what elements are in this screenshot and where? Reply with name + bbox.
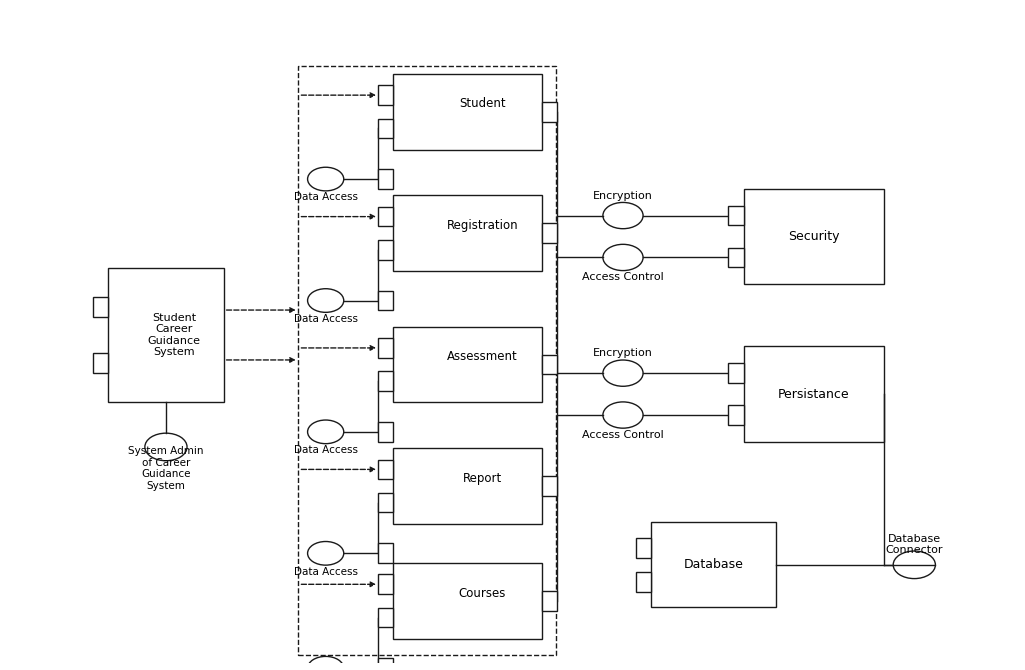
FancyBboxPatch shape	[93, 353, 109, 373]
Text: Encryption: Encryption	[593, 348, 653, 358]
Text: Persistance: Persistance	[778, 387, 850, 401]
FancyBboxPatch shape	[541, 223, 557, 243]
FancyBboxPatch shape	[541, 591, 557, 611]
FancyBboxPatch shape	[541, 102, 557, 122]
Text: Database: Database	[684, 558, 743, 572]
Text: Security: Security	[788, 230, 839, 243]
FancyBboxPatch shape	[743, 189, 885, 284]
FancyBboxPatch shape	[378, 574, 393, 594]
Text: Data Access: Data Access	[294, 567, 358, 577]
Text: System Admin
of Career
Guidance
System: System Admin of Career Guidance System	[128, 446, 204, 491]
Text: Assessment: Assessment	[447, 350, 518, 363]
Text: Student: Student	[459, 97, 505, 111]
FancyBboxPatch shape	[378, 85, 393, 105]
FancyBboxPatch shape	[651, 522, 776, 608]
Text: Courses: Courses	[458, 586, 506, 600]
FancyBboxPatch shape	[636, 572, 651, 592]
FancyBboxPatch shape	[378, 460, 393, 479]
Text: Data Access: Data Access	[294, 192, 358, 202]
FancyBboxPatch shape	[393, 196, 541, 271]
FancyBboxPatch shape	[378, 207, 393, 226]
FancyBboxPatch shape	[636, 538, 651, 557]
Text: Registration: Registration	[447, 219, 519, 232]
FancyBboxPatch shape	[378, 119, 393, 138]
Text: Access Control: Access Control	[582, 272, 664, 282]
FancyBboxPatch shape	[378, 371, 393, 391]
FancyBboxPatch shape	[378, 659, 393, 670]
FancyBboxPatch shape	[378, 291, 393, 310]
FancyBboxPatch shape	[378, 422, 393, 442]
FancyBboxPatch shape	[393, 74, 541, 149]
FancyBboxPatch shape	[378, 543, 393, 563]
FancyBboxPatch shape	[541, 476, 557, 496]
FancyBboxPatch shape	[109, 268, 223, 402]
FancyBboxPatch shape	[743, 346, 885, 442]
FancyBboxPatch shape	[378, 240, 393, 260]
Text: Report: Report	[462, 472, 502, 484]
FancyBboxPatch shape	[378, 608, 393, 627]
Text: Data Access: Data Access	[294, 446, 358, 455]
FancyBboxPatch shape	[378, 170, 393, 189]
FancyBboxPatch shape	[729, 206, 743, 225]
FancyBboxPatch shape	[541, 354, 557, 375]
Text: Access Control: Access Control	[582, 429, 664, 440]
FancyBboxPatch shape	[378, 492, 393, 513]
FancyBboxPatch shape	[378, 338, 393, 358]
Text: Student
Career
Guidance
System: Student Career Guidance System	[148, 313, 201, 357]
FancyBboxPatch shape	[393, 448, 541, 524]
FancyBboxPatch shape	[729, 248, 743, 267]
FancyBboxPatch shape	[393, 563, 541, 639]
Text: Encryption: Encryption	[593, 191, 653, 201]
FancyBboxPatch shape	[729, 363, 743, 383]
Text: Data Access: Data Access	[294, 314, 358, 324]
FancyBboxPatch shape	[93, 297, 109, 317]
FancyBboxPatch shape	[729, 405, 743, 425]
Text: Database
Connector: Database Connector	[886, 534, 943, 555]
FancyBboxPatch shape	[393, 327, 541, 402]
